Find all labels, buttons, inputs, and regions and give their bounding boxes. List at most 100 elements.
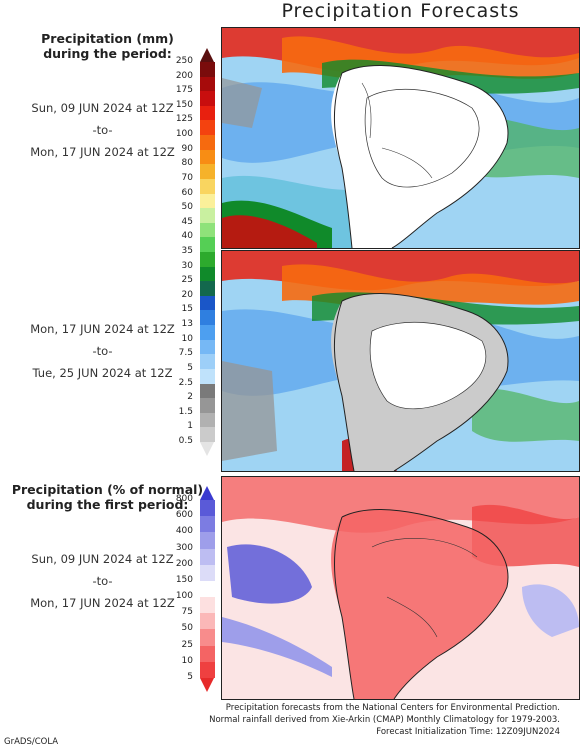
pct-scale-tick: 75 — [181, 607, 193, 618]
mm-scale-swatch — [200, 412, 215, 428]
mm-scale-tick: 15 — [181, 304, 193, 315]
footer-notes: Precipitation forecasts from the Nationa… — [209, 702, 560, 738]
mm-scale-tick: 45 — [181, 216, 193, 227]
mm-scale-tick: 20 — [181, 289, 193, 300]
pct-scale-tick: 150 — [175, 574, 193, 585]
mm-scale-swatch — [200, 383, 215, 399]
mm-scale-swatch — [200, 105, 215, 121]
mm-scale-tick: 30 — [181, 260, 193, 271]
precip-mm-heading-line1: Precipitation (mm) — [41, 31, 174, 46]
mm-scale-tick: 70 — [181, 172, 193, 183]
mm-scale-tick: 1.5 — [178, 406, 193, 417]
mm-scale-swatch — [200, 193, 215, 209]
mm-scale-swatch — [200, 222, 215, 238]
pct-scale-tick: 10 — [181, 655, 193, 666]
mm-scale-swatch — [200, 252, 215, 268]
mm-scale-swatch — [200, 354, 215, 370]
mm-scale-swatch — [200, 398, 215, 414]
map-pct-normal — [222, 477, 579, 699]
mm-scale-swatch — [200, 295, 215, 311]
mm-scale-swatch — [200, 164, 215, 180]
period2-start: Mon, 17 JUN 2024 at 12Z — [30, 322, 175, 336]
mm-scale-tick: 40 — [181, 231, 193, 242]
mm-scale-swatch — [200, 120, 215, 136]
pct-scale-swatch — [200, 516, 215, 533]
period2-end: Tue, 25 JUN 2024 at 12Z — [32, 366, 173, 380]
pct-scale-tick: 300 — [175, 542, 193, 553]
mm-scale-tick: 150 — [175, 99, 193, 110]
mm-scale-swatch — [200, 237, 215, 253]
pct-scale-swatch — [200, 613, 215, 630]
mm-scale-swatch — [200, 368, 215, 385]
pct-scale-tick: 200 — [175, 558, 193, 569]
precip-mm-heading-line2: during the period: — [43, 46, 172, 61]
period3-label: Sun, 09 JUN 2024 at 12Z -to- Mon, 17 JUN… — [0, 548, 205, 614]
map-panel-period2 — [221, 250, 580, 472]
grads-credit: GrADS/COLA — [4, 737, 59, 747]
period3-sep: -to- — [92, 574, 113, 588]
period3-start: Sun, 09 JUN 2024 at 12Z — [31, 552, 174, 566]
pct-scale-tick: 50 — [181, 623, 193, 634]
mm-scale-tick: 10 — [181, 333, 193, 344]
precip-pct-heading-line1: Precipitation (% of normal) — [11, 482, 204, 497]
precip-mm-heading: Precipitation (mm) during the period: — [0, 31, 215, 61]
mm-scale-swatch — [200, 76, 215, 92]
mm-scale-tick: 35 — [181, 246, 193, 256]
page-title: Precipitation Forecasts — [281, 0, 520, 22]
precip-mm-colorbar: 250 200 175 150 125 100 90 80 70 60 50 45 40 35 30 25 20… — [176, 48, 219, 456]
mm-scale-swatch — [200, 281, 215, 297]
mm-scale-swatch — [200, 135, 215, 151]
mm-scale-tick: 13 — [181, 319, 193, 330]
mm-scale-tick: 1 — [187, 421, 193, 432]
pct-scale-tick: 100 — [175, 591, 193, 602]
mm-scale-swatch — [200, 325, 215, 341]
pct-scale-swatch — [200, 500, 215, 517]
pct-scale-swatch — [200, 645, 215, 663]
pct-scale-swatch — [200, 580, 215, 598]
mm-scale-tick: 2 — [187, 392, 193, 403]
period1-sep: -to- — [92, 123, 113, 137]
pct-scale-tick: 5 — [187, 672, 193, 682]
period2-sep: -to- — [92, 344, 113, 358]
period1-start: Sun, 09 JUN 2024 at 12Z — [31, 101, 174, 115]
mm-scale-tick: 175 — [175, 85, 193, 96]
pct-scale-swatch — [200, 532, 215, 550]
map-panel-period1 — [221, 27, 580, 249]
mm-scale-swatch — [200, 310, 215, 326]
period1-end: Mon, 17 JUN 2024 at 12Z — [30, 145, 175, 159]
period2-label: Mon, 17 JUN 2024 at 12Z -to- Tue, 25 JUN… — [0, 318, 205, 384]
mm-scale-tick: 80 — [181, 158, 193, 169]
pct-scale-swatch — [200, 564, 215, 582]
footer-line3: Forecast Initialization Time: 12Z09JUN20… — [376, 727, 560, 737]
map-period1 — [222, 28, 579, 248]
precip-pct-heading: Precipitation (% of normal) during the f… — [0, 482, 215, 512]
mm-scale-swatch — [200, 62, 215, 78]
mm-scale-tick: 5 — [187, 362, 193, 373]
footer-line1: Precipitation forecasts from the Nationa… — [225, 703, 560, 713]
period1-label: Sun, 09 JUN 2024 at 12Z -to- Mon, 17 JUN… — [0, 97, 205, 163]
pct-scale-swatch — [200, 661, 215, 679]
mm-scale-swatch — [200, 91, 215, 107]
pct-scale-swatch — [200, 597, 215, 614]
precip-pct-heading-line2: during the first period: — [26, 497, 189, 512]
mm-scale-tick: 50 — [181, 202, 193, 213]
mm-scale-tick: 0.5 — [178, 436, 193, 446]
mm-scale-tick: 200 — [175, 70, 193, 81]
mm-scale-tick: 60 — [181, 187, 193, 198]
map-period2 — [222, 251, 579, 471]
mm-scale-tick: 25 — [181, 275, 193, 286]
pct-scale-cap-top — [200, 486, 214, 500]
mm-scale-cap-top — [200, 48, 214, 62]
mm-scale-tick: 125 — [175, 114, 193, 125]
footer-line2: Normal rainfall derived from Xie-Arkin (… — [209, 715, 560, 725]
pct-scale-swatch — [200, 548, 215, 566]
mm-scale-swatch — [200, 266, 215, 282]
pct-scale-tick: 25 — [181, 639, 193, 650]
mm-scale-swatch — [200, 149, 215, 165]
pct-scale-cap-bottom — [200, 678, 214, 692]
mm-scale-swatch — [200, 208, 215, 224]
pct-scale-tick: 800 — [175, 494, 193, 504]
map-panel-pct-normal — [221, 476, 580, 700]
mm-scale-tick: 90 — [181, 143, 193, 154]
mm-scale-swatch — [200, 339, 215, 355]
